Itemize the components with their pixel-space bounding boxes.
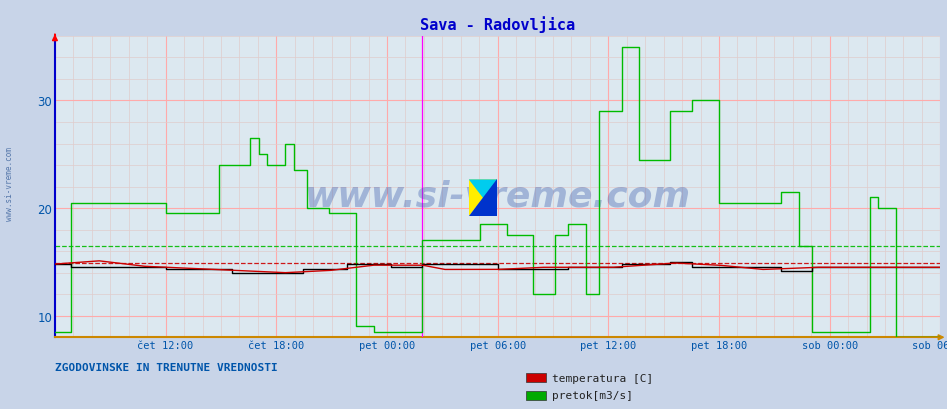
Text: www.si-vreme.com: www.si-vreme.com: [305, 179, 690, 213]
Title: Sava - Radovljica: Sava - Radovljica: [420, 16, 575, 33]
Text: temperatura [C]: temperatura [C]: [552, 373, 653, 383]
Polygon shape: [469, 180, 497, 217]
Text: ZGODOVINSKE IN TRENUTNE VREDNOSTI: ZGODOVINSKE IN TRENUTNE VREDNOSTI: [55, 362, 277, 372]
Polygon shape: [469, 180, 497, 217]
Text: www.si-vreme.com: www.si-vreme.com: [5, 147, 14, 221]
Polygon shape: [469, 180, 497, 217]
Text: pretok[m3/s]: pretok[m3/s]: [552, 390, 634, 400]
